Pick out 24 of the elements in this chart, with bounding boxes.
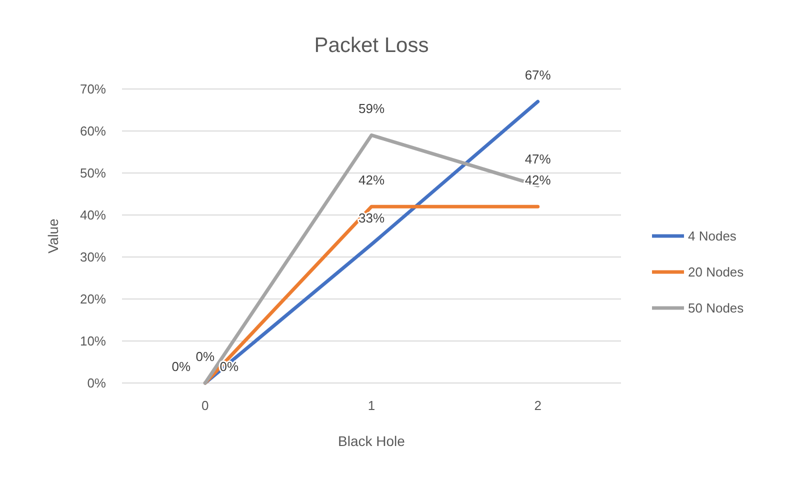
data-label: 0%: [172, 359, 191, 374]
x-tick-label: 2: [534, 398, 542, 413]
data-label: 67%: [524, 68, 552, 83]
legend-label: 50 Nodes: [688, 300, 744, 316]
data-label: 59%: [358, 101, 385, 116]
x-tick-label: 1: [368, 398, 376, 413]
data-label: 42%: [524, 172, 552, 188]
y-tick-label: 10%: [80, 334, 106, 349]
chart-title: Packet Loss: [314, 34, 429, 57]
legend-label: 4 Nodes: [688, 228, 737, 244]
y-tick-label: 30%: [80, 250, 106, 265]
y-tick-label: 20%: [80, 292, 106, 307]
x-axis-title: Black Hole: [338, 433, 406, 449]
y-tick-label: 40%: [80, 208, 106, 223]
y-tick-label: 0%: [87, 376, 106, 391]
y-tick-label: 50%: [80, 166, 106, 181]
legend-label: 20 Nodes: [688, 264, 744, 280]
x-tick-label: 0: [202, 398, 209, 413]
y-tick-label: 60%: [80, 124, 106, 139]
data-label: 47%: [524, 152, 552, 167]
data-label: 0%: [196, 349, 215, 364]
data-label: 42%: [358, 172, 385, 188]
y-axis-title: Value: [45, 218, 61, 254]
y-tick-label: 70%: [80, 82, 106, 97]
